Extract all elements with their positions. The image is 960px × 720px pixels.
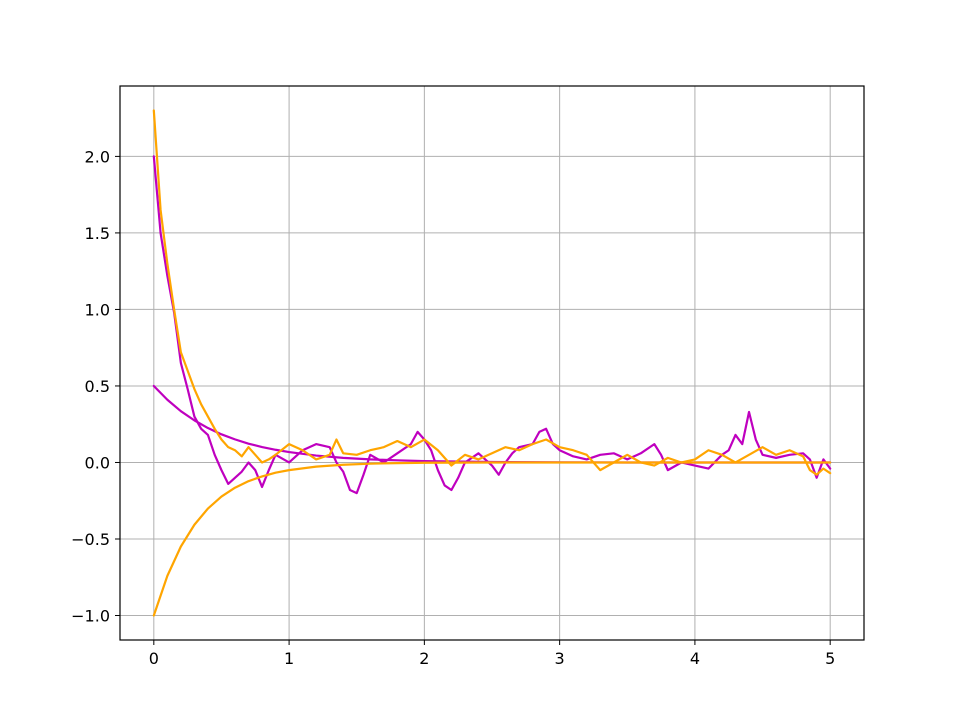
series-line-3-smooth xyxy=(152,461,832,617)
y-tick-label: 1.0 xyxy=(85,300,110,319)
x-tick-label: 2 xyxy=(419,649,429,668)
grid-lines xyxy=(120,86,864,640)
y-tick-label: 1.5 xyxy=(85,224,110,243)
x-tick-label: 4 xyxy=(690,649,700,668)
series-line-0-noisy xyxy=(152,155,832,495)
y-axis-ticks: −1.0 −0.5 0.0 0.5 1.0 1.5 2.0 xyxy=(71,147,120,626)
y-tick-label: −0.5 xyxy=(71,530,110,549)
series-group xyxy=(152,109,832,617)
y-tick-label: −1.0 xyxy=(71,607,110,626)
x-tick-label: 5 xyxy=(825,649,835,668)
y-tick-label: 0.0 xyxy=(85,453,110,472)
x-axis-ticks: 0 1 2 3 4 5 xyxy=(149,640,835,668)
y-tick-label: 2.0 xyxy=(85,147,110,166)
y-tick-label: 0.5 xyxy=(85,377,110,396)
x-tick-label: 1 xyxy=(284,649,294,668)
series-line-2-noisy xyxy=(152,109,832,476)
x-tick-label: 3 xyxy=(555,649,565,668)
plot-frame xyxy=(119,85,865,641)
x-tick-label: 0 xyxy=(149,649,159,668)
